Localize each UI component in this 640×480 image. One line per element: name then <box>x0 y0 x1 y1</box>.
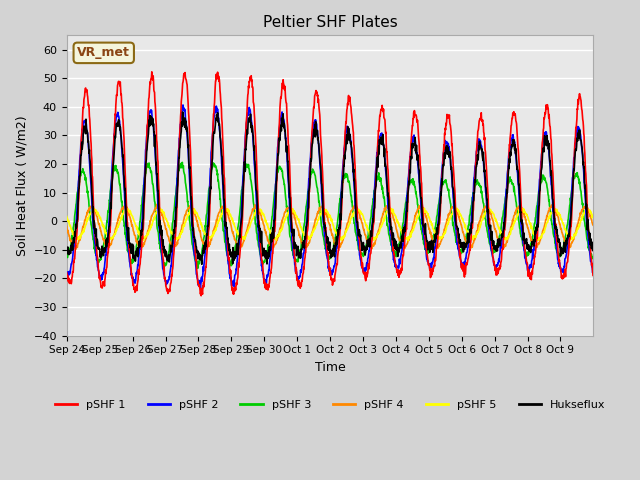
pSHF 5 <box>583 207 591 213</box>
pSHF 3 <box>583 236 591 241</box>
pSHF 5 <box>589 214 597 220</box>
Hukseflux <box>454 230 462 236</box>
Line: Hukseflux: Hukseflux <box>67 112 593 264</box>
pSHF 2 <box>317 168 324 173</box>
Hukseflux <box>145 119 153 124</box>
pSHF 4 <box>532 245 540 251</box>
pSHF 3 <box>194 265 202 271</box>
Legend: pSHF 1, pSHF 2, pSHF 3, pSHF 4, pSHF 5, Hukseflux: pSHF 1, pSHF 2, pSHF 3, pSHF 4, pSHF 5, … <box>51 395 610 414</box>
pSHF 1 <box>583 192 591 198</box>
Hukseflux <box>179 109 186 115</box>
pSHF 4 <box>583 206 591 212</box>
Title: Peltier SHF Plates: Peltier SHF Plates <box>262 15 397 30</box>
pSHF 3 <box>589 254 597 260</box>
pSHF 2 <box>532 233 540 239</box>
pSHF 2 <box>307 154 314 160</box>
pSHF 1 <box>454 238 462 244</box>
Line: pSHF 3: pSHF 3 <box>67 162 593 268</box>
pSHF 4 <box>103 246 111 252</box>
pSHF 1 <box>307 160 314 166</box>
pSHF 1 <box>145 95 153 100</box>
Hukseflux <box>317 161 324 167</box>
pSHF 4 <box>317 206 324 212</box>
pSHF 5 <box>454 209 462 215</box>
pSHF 2 <box>179 102 187 108</box>
pSHF 3 <box>145 160 153 166</box>
pSHF 1 <box>589 273 597 278</box>
Line: pSHF 4: pSHF 4 <box>67 204 593 249</box>
pSHF 3 <box>179 159 186 165</box>
pSHF 3 <box>63 254 70 260</box>
Line: pSHF 1: pSHF 1 <box>67 72 593 296</box>
Hukseflux <box>307 167 314 172</box>
pSHF 3 <box>454 244 462 250</box>
pSHF 4 <box>63 224 70 229</box>
pSHF 4 <box>307 235 314 240</box>
pSHF 5 <box>531 231 539 237</box>
pSHF 5 <box>63 214 70 219</box>
pSHF 4 <box>145 222 153 228</box>
pSHF 1 <box>148 69 156 75</box>
Hukseflux <box>63 246 70 252</box>
Hukseflux <box>532 231 540 237</box>
pSHF 4 <box>589 222 597 228</box>
pSHF 1 <box>197 293 205 299</box>
Line: pSHF 2: pSHF 2 <box>67 105 593 288</box>
Hukseflux <box>198 262 205 267</box>
X-axis label: Time: Time <box>315 361 346 374</box>
pSHF 2 <box>583 223 591 229</box>
Y-axis label: Soil Heat Flux ( W/m2): Soil Heat Flux ( W/m2) <box>15 115 28 256</box>
pSHF 5 <box>566 238 573 244</box>
pSHF 2 <box>454 245 462 251</box>
pSHF 5 <box>306 236 314 242</box>
pSHF 5 <box>319 204 326 210</box>
pSHF 5 <box>145 228 153 234</box>
Hukseflux <box>583 208 591 214</box>
pSHF 1 <box>317 132 324 137</box>
Text: VR_met: VR_met <box>77 47 130 60</box>
pSHF 1 <box>532 251 540 256</box>
pSHF 3 <box>532 215 540 221</box>
pSHF 2 <box>145 112 153 118</box>
pSHF 4 <box>153 202 161 207</box>
pSHF 4 <box>454 212 462 218</box>
Hukseflux <box>589 242 597 248</box>
pSHF 3 <box>317 213 324 219</box>
pSHF 5 <box>316 213 324 219</box>
pSHF 2 <box>589 266 597 272</box>
pSHF 3 <box>307 175 314 180</box>
pSHF 2 <box>196 285 204 291</box>
pSHF 2 <box>63 269 70 275</box>
Line: pSHF 5: pSHF 5 <box>67 207 593 241</box>
pSHF 1 <box>63 270 70 276</box>
